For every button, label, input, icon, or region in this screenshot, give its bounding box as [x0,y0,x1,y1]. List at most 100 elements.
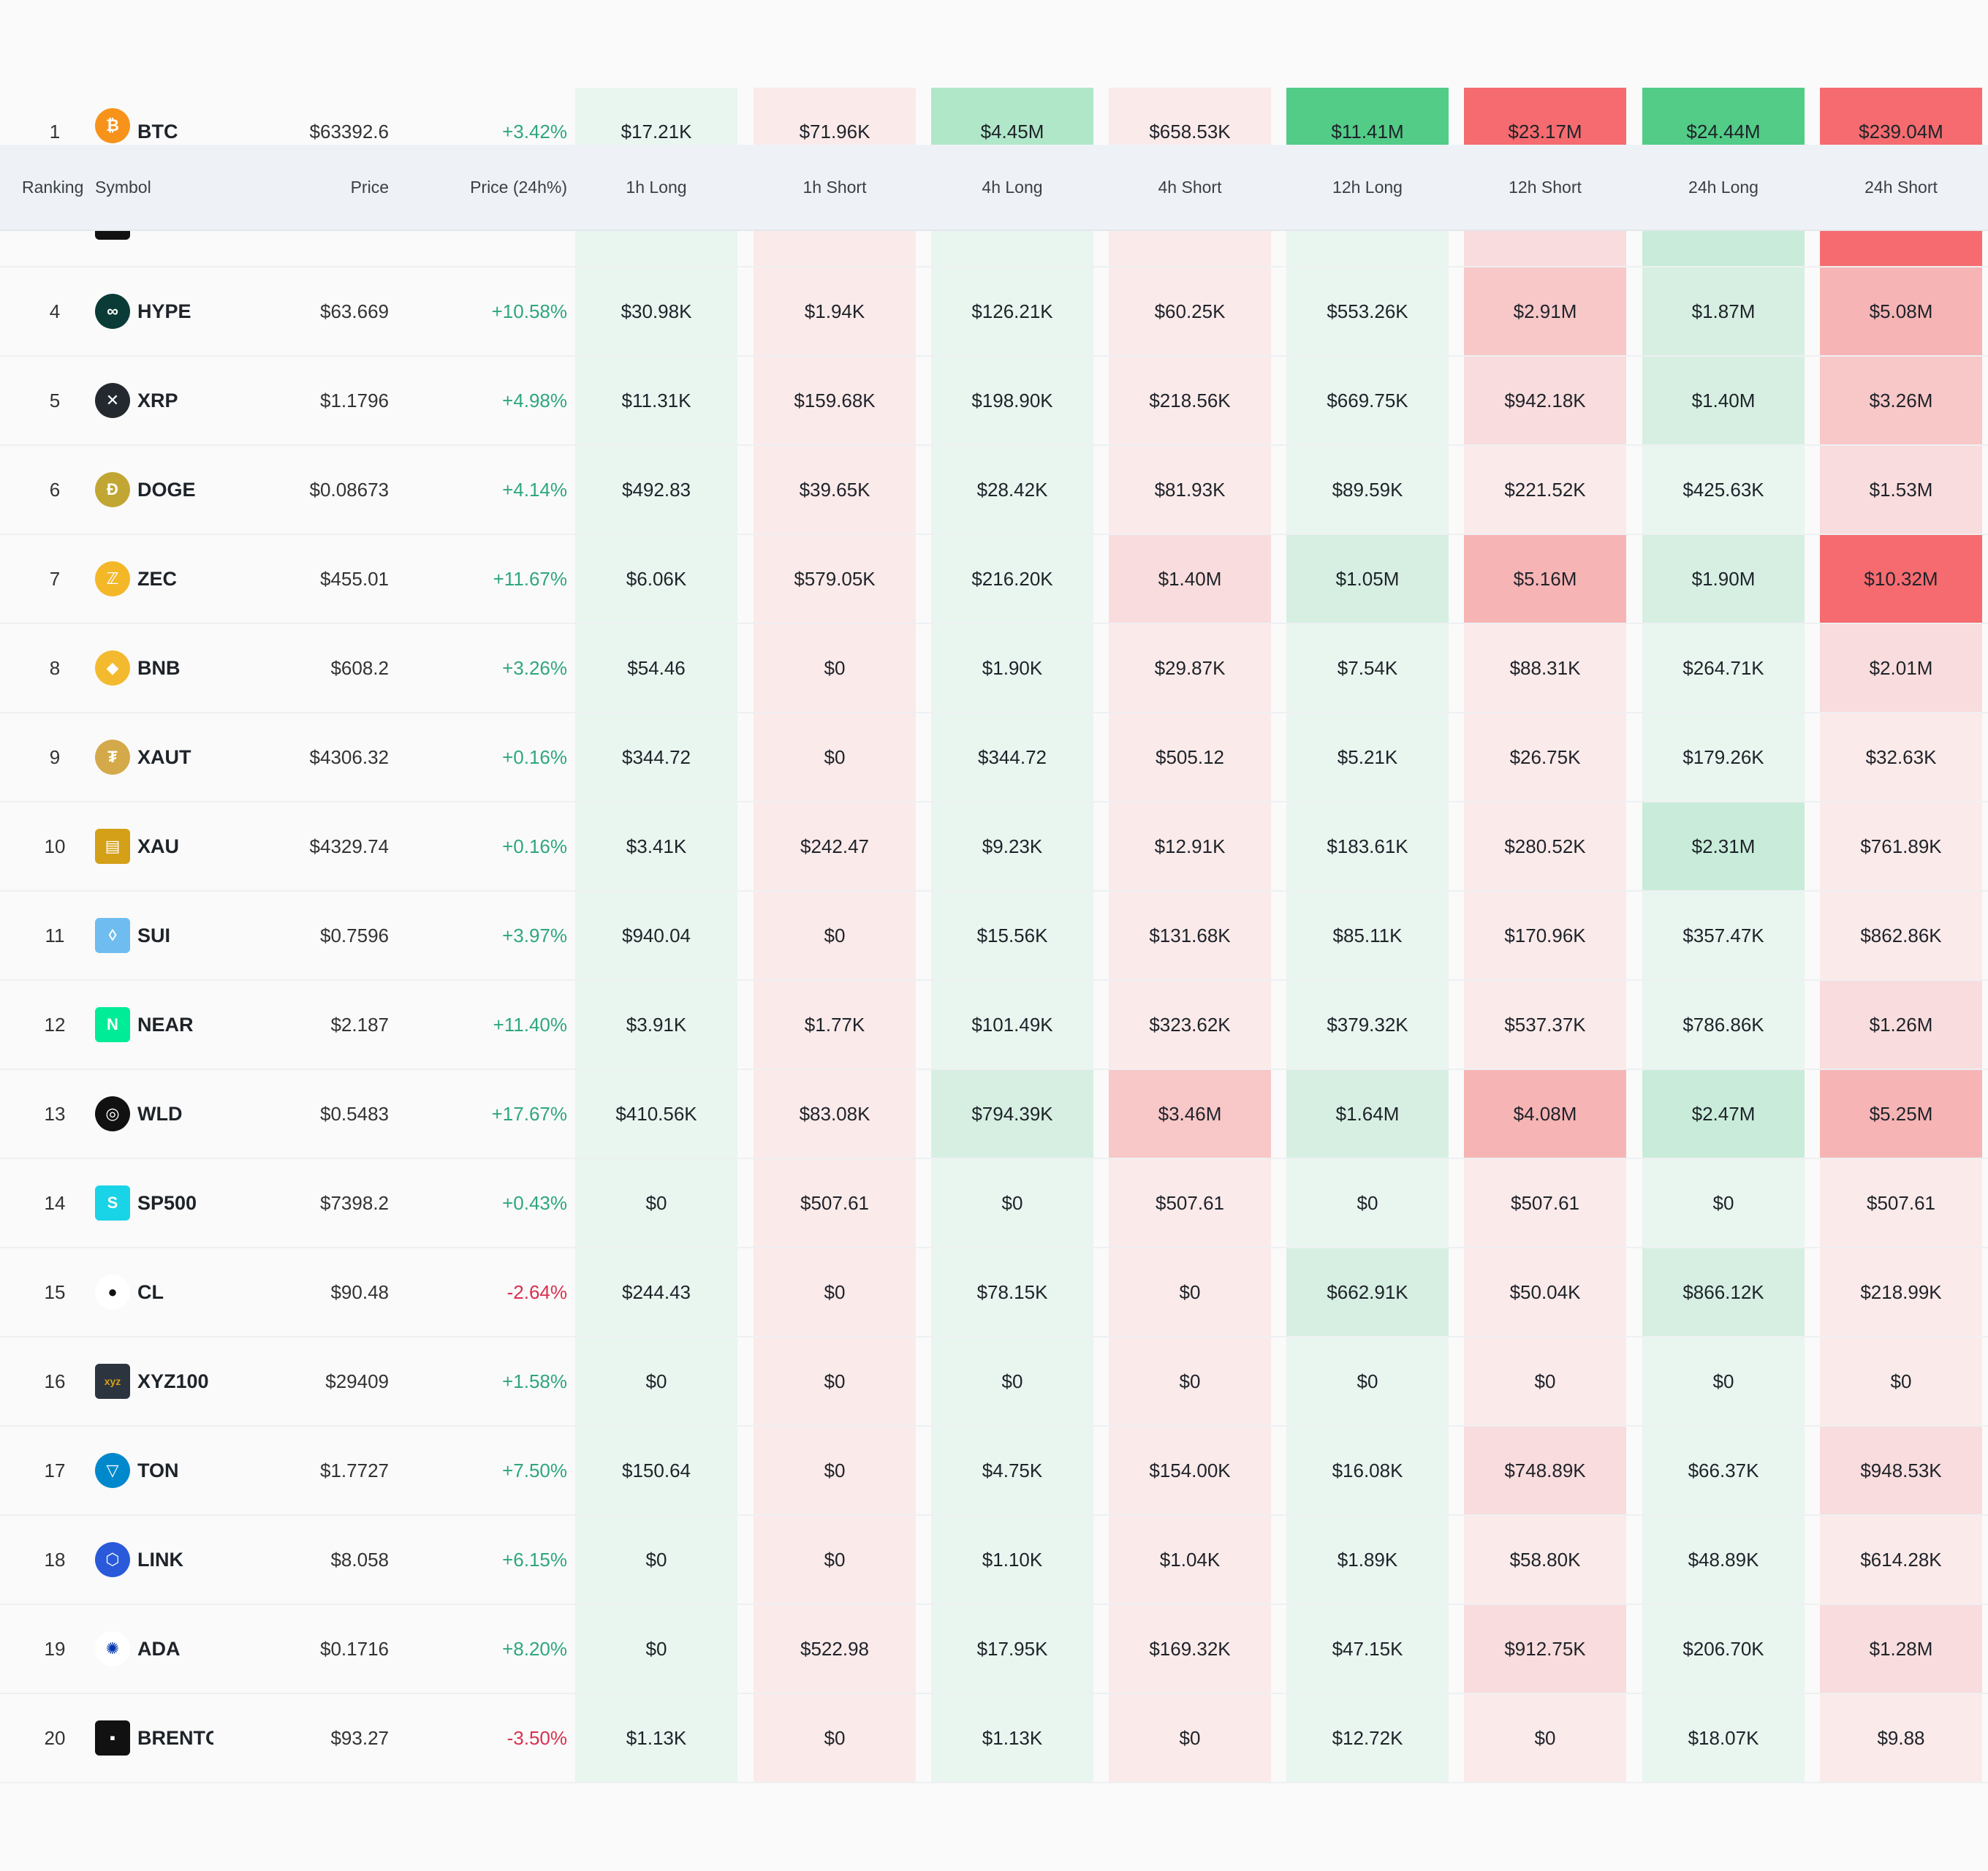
symbol-cell[interactable]: xyz XYZ100 [95,1337,292,1425]
cell-1h-long: $410.56K [575,1070,737,1158]
header-1h-long[interactable]: 1h Long [626,177,687,197]
price-change-cell: +3.26% [502,656,567,679]
cell-24h-long: $786.86K [1642,981,1805,1069]
price-cell: $1.7727 [320,1459,389,1481]
price-change-cell: +1.58% [502,1370,567,1392]
table-row[interactable]: $344.72 $0 $344.72 $505.12 $5.21K $26.75K $179… [0,713,1988,802]
table-row[interactable]: $0 $0 $0 $0 $0 $0 $0 $0 16 xyz XYZ100 $29409 +1.58% [0,1337,1988,1427]
cell-24h-long: $264.71K [1642,624,1805,712]
cell-12h-long: $11.41M [1286,88,1449,145]
cell-4h-long: $0 [931,1159,1093,1247]
worldcoin-icon: ◎ [95,1096,130,1131]
cell-24h-long: $0 [1642,1337,1805,1425]
cell-4h-long: $1.10K [931,1516,1093,1604]
table-row[interactable]: $410.56K $83.08K $794.39K $3.46M $1.64M $4.08… [0,1070,1988,1159]
cell-1h-short: $0 [754,1516,916,1604]
symbol-cell[interactable]: ∞ HYPE [95,267,292,355]
symbol-cell[interactable]: ₮ XAUT [95,713,292,801]
symbol-cell[interactable]: ✕ XRP [95,357,292,444]
cell-12h-long: $1.89K [1286,1516,1449,1604]
sp500-icon: S [95,1185,130,1221]
cell-4h-short: $3.46M [1109,1070,1271,1158]
sui-icon: ◊ [95,918,130,953]
symbol-cell[interactable]: ● CL [95,1248,292,1336]
table-row[interactable]: $0 $522.98 $17.95K $169.32K $47.15K $912.75K $… [0,1605,1988,1694]
header-ranking[interactable]: Ranking [22,177,84,197]
symbol-cell[interactable]: Ð DOGE [95,446,292,534]
symbol-cell[interactable]: ▤ XAU [95,802,292,890]
header-24h-long[interactable]: 24h Long [1688,177,1759,197]
cell-24h-short: $2.01M [1820,624,1982,712]
header-12h-short[interactable]: 12h Short [1509,177,1582,197]
table-row[interactable]: $3.41K $242.47 $9.23K $12.91K $183.61K $280.5… [0,802,1988,892]
header-1h-short[interactable]: 1h Short [803,177,867,197]
cell-4h-short: $131.68K [1109,892,1271,979]
table-row[interactable]: $150.64 $0 $4.75K $154.00K $16.08K $748.89K $6… [0,1427,1988,1516]
price-change-cell: +4.98% [502,389,567,411]
header-24h-short[interactable]: 24h Short [1864,177,1938,197]
cell-12h-short: $26.75K [1464,713,1626,801]
header-symbol[interactable]: Symbol [95,177,151,197]
brent-oil-icon: ▪ [95,1720,130,1756]
cell-24h-short: $239.04M [1820,88,1982,145]
table-row[interactable]: $492.83 $39.65K $28.42K $81.93K $89.59K $221.… [0,446,1988,535]
rank-cell: 20 [44,1726,66,1749]
table-row[interactable]: $0 $0 $1.10K $1.04K $1.89K $58.80K $48.89K $614… [0,1516,1988,1605]
table-row[interactable]: $3.91K $1.77K $101.49K $323.62K $379.32K $537… [0,981,1988,1070]
symbol-cell[interactable]: ◊ SUI [95,892,292,979]
price-cell: $29409 [325,1370,389,1392]
symbol-cell[interactable]: S SP500 [95,1159,292,1247]
cell-24h-short: $218.99K [1820,1248,1982,1336]
cell-12h-long: $12.72K [1286,1694,1449,1782]
table-row[interactable]: $11.31K $159.68K $198.90K $218.56K $669.75K $… [0,357,1988,446]
header-price-change[interactable]: Price (24h%) [470,177,567,197]
table-row[interactable]: $30.98K $1.94K $126.21K $60.25K $553.26K $2.9… [0,267,1988,357]
symbol-cell[interactable]: ◎ WLD [95,1070,292,1158]
price-cell: $8.058 [330,1548,389,1571]
cell-12h-short: $2.91M [1464,267,1626,355]
table-header: Ranking Symbol Price Price (24h%) 1h Lon… [0,145,1988,231]
cell-24h-short: $761.89K [1820,802,1982,890]
header-price[interactable]: Price [350,177,389,197]
symbol-label: TON [137,1459,179,1481]
symbol-cell[interactable]: ℤ ZEC [95,535,292,623]
cell-12h-long: $85.11K [1286,892,1449,979]
cell-24h-short: $10.32M [1820,535,1982,623]
symbol-cell[interactable]: ▪ BRENTC [95,1694,292,1782]
cell-1h-short: $1.77K [754,981,916,1069]
table-row[interactable]: $54.46 $0 $1.90K $29.87K $7.54K $88.31K $264.7… [0,624,1988,713]
symbol-cell[interactable]: N NEAR [95,981,292,1069]
symbol-cell[interactable]: ✺ ADA [95,1605,292,1693]
cell-12h-short: $88.31K [1464,624,1626,712]
zcash-icon: ℤ [95,561,130,596]
header-12h-long[interactable]: 12h Long [1332,177,1403,197]
rank-cell: 5 [49,389,61,411]
chainlink-icon: ⬡ [95,1542,130,1577]
cell-1h-short: $0 [754,1694,916,1782]
rank-cell: 15 [44,1280,66,1303]
table-row[interactable]: $17.21K $71.96K $4.45M $658.53K $11.41M $23.1… [0,88,1988,146]
cell-12h-long: $0 [1286,1159,1449,1247]
table-row[interactable]: $244.43 $0 $78.15K $0 $662.91K $50.04K $866.12… [0,1248,1988,1337]
cell-1h-short: $579.05K [754,535,916,623]
hyperliquid-icon: ∞ [95,294,130,329]
table-row[interactable]: $0 $507.61 $0 $507.61 $0 $507.61 $0 $507.61 14 S S… [0,1159,1988,1248]
price-cell: $2.187 [330,1013,389,1036]
header-4h-short[interactable]: 4h Short [1158,177,1222,197]
symbol-cell[interactable]: ₿ BTC [95,88,292,145]
cell-24h-long: $1.87M [1642,267,1805,355]
dogecoin-icon: Ð [95,472,130,507]
rank-cell: 13 [44,1102,66,1125]
symbol-cell[interactable]: ⬡ LINK [95,1516,292,1604]
symbol-cell[interactable]: ▽ TON [95,1427,292,1514]
table-row[interactable]: $1.13K $0 $1.13K $0 $12.72K $0 $18.07K $9.88 20 ▪… [0,1694,1988,1783]
table-row[interactable]: $940.04 $0 $15.56K $131.68K $85.11K $170.96K $… [0,892,1988,981]
cell-1h-short: $71.96K [754,88,916,145]
cell-1h-long: $0 [575,1159,737,1247]
symbol-label: SUI [137,924,171,946]
symbol-label: DOGE [137,478,196,501]
price-change-cell: +3.97% [502,924,567,946]
symbol-cell[interactable]: ◆ BNB [95,624,292,712]
header-4h-long[interactable]: 4h Long [982,177,1043,197]
table-row[interactable]: $6.06K $579.05K $216.20K $1.40M $1.05M $5.16M… [0,535,1988,624]
